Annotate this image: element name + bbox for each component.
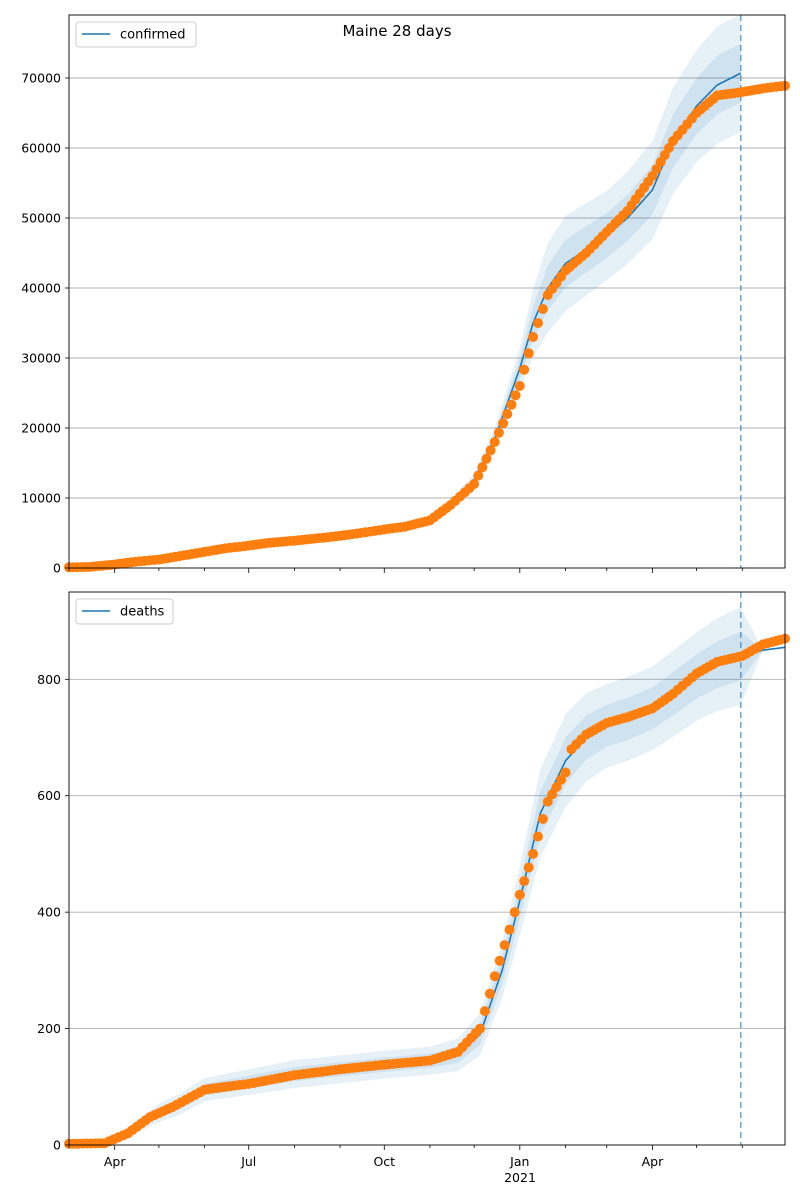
deaths-observed-point [547, 789, 558, 800]
confirmed-y-tick-label: 40000 [21, 281, 61, 296]
deaths-observed-point [528, 848, 539, 859]
deaths-uncertainty-band [69, 607, 785, 1145]
confirmed-panel: 0 10000 20000 30000 40000 50000 60000 70000 con… [21, 14, 790, 576]
confirmed-legend-box [75, 21, 197, 48]
confirmed-y-tick-label: 20000 [21, 421, 61, 436]
deaths-observed-point [533, 831, 543, 842]
confirmed-observed-points [64, 80, 790, 573]
confirmed-y-tick-label: 50000 [21, 211, 61, 226]
deaths-uncertainty-bands [69, 607, 785, 1145]
confirmed-observed-point [519, 364, 530, 375]
x-axis-year-label: 2021 [504, 1170, 536, 1185]
confirmed-y-tick-label: 70000 [21, 71, 61, 86]
deaths-y-tick-label: 0 [53, 1138, 61, 1153]
deaths-observed-points [64, 633, 790, 1149]
deaths-y-tick-label: 600 [37, 788, 61, 803]
deaths-x-tick-label: Apr [104, 1154, 126, 1169]
confirmed-observed-point [489, 437, 500, 447]
deaths-gridlines [69, 678, 785, 1030]
deaths-observed-point [489, 971, 500, 982]
confirmed-axes-border [68, 14, 786, 569]
confirmed-observed-point [523, 348, 534, 359]
deaths-x-tick-label: Jan [509, 1154, 529, 1169]
confirmed-observed-point [481, 453, 492, 464]
confirmed-observed-point [514, 381, 525, 391]
deaths-observed-point [523, 862, 534, 873]
deaths-observed-point [560, 767, 571, 778]
deaths-x-tick-label: Jul [240, 1154, 256, 1169]
deaths-y-axis: 0 200 400 600 800 [37, 672, 69, 1153]
deaths-x-tick-label: Oct [373, 1154, 395, 1169]
deaths-observed-point [537, 814, 548, 824]
deaths-observed-point [514, 889, 525, 900]
deaths-observed-point [519, 876, 530, 887]
deaths-observed-point [494, 955, 505, 966]
confirmed-y-tick-label: 30000 [21, 351, 61, 366]
confirmed-observed-point [469, 479, 480, 489]
deaths-observed-point [475, 1023, 485, 1034]
deaths-legend-box [75, 598, 174, 625]
confirmed-legend-label: confirmed [120, 28, 186, 43]
confirmed-observed-point [473, 470, 484, 481]
confirmed-axes-frame [68, 14, 786, 569]
confirmed-observed-point [502, 409, 513, 419]
deaths-observed-point [504, 924, 515, 935]
confirmed-observed-point [533, 318, 543, 328]
confirmed-observed-point [498, 418, 509, 429]
confirmed-legend: confirmed [75, 21, 197, 48]
deaths-observed-point [509, 907, 520, 918]
confirmed-y-tick-label: 10000 [21, 491, 61, 506]
figure-title: Maine 28 days [342, 22, 451, 40]
confirmed-y-axis: 0 10000 20000 30000 40000 50000 60000 70000 [21, 71, 69, 576]
deaths-observed-point [551, 782, 562, 792]
deaths-observed-point [542, 796, 553, 807]
deaths-observed-point [556, 774, 567, 785]
deaths-observed-point [499, 940, 510, 951]
confirmed-observed-point [506, 399, 517, 410]
deaths-observed-point [479, 1006, 490, 1017]
deaths-x-axis: Apr Jul Oct Jan Apr [68, 1145, 743, 1169]
confirmed-observed-point [477, 462, 488, 473]
confirmed-observed-point [485, 445, 496, 456]
deaths-x-tick-label: Apr [642, 1154, 664, 1169]
deaths-observed-point [484, 988, 495, 999]
confirmed-observed-point [537, 304, 548, 314]
deaths-y-tick-label: 800 [37, 672, 61, 687]
deaths-y-tick-label: 400 [37, 905, 61, 920]
deaths-uncertainty-band [69, 631, 785, 1145]
confirmed-observed-point [493, 427, 504, 438]
confirmed-y-tick-label: 60000 [21, 141, 61, 156]
confirmed-observed-point [528, 332, 539, 342]
deaths-y-tick-label: 200 [37, 1021, 61, 1036]
deaths-axes-border [68, 591, 786, 1146]
confirmed-x-axis [68, 568, 743, 573]
confirmed-y-tick-label: 0 [53, 561, 61, 576]
confirmed-observed-point [510, 390, 521, 401]
deaths-axes-frame [68, 591, 786, 1146]
deaths-legend: deaths [75, 598, 174, 625]
deaths-panel: 0 200 400 600 800 Apr Jul Oct Jan Apr deaths [37, 591, 790, 1169]
deaths-legend-label: deaths [120, 605, 165, 620]
